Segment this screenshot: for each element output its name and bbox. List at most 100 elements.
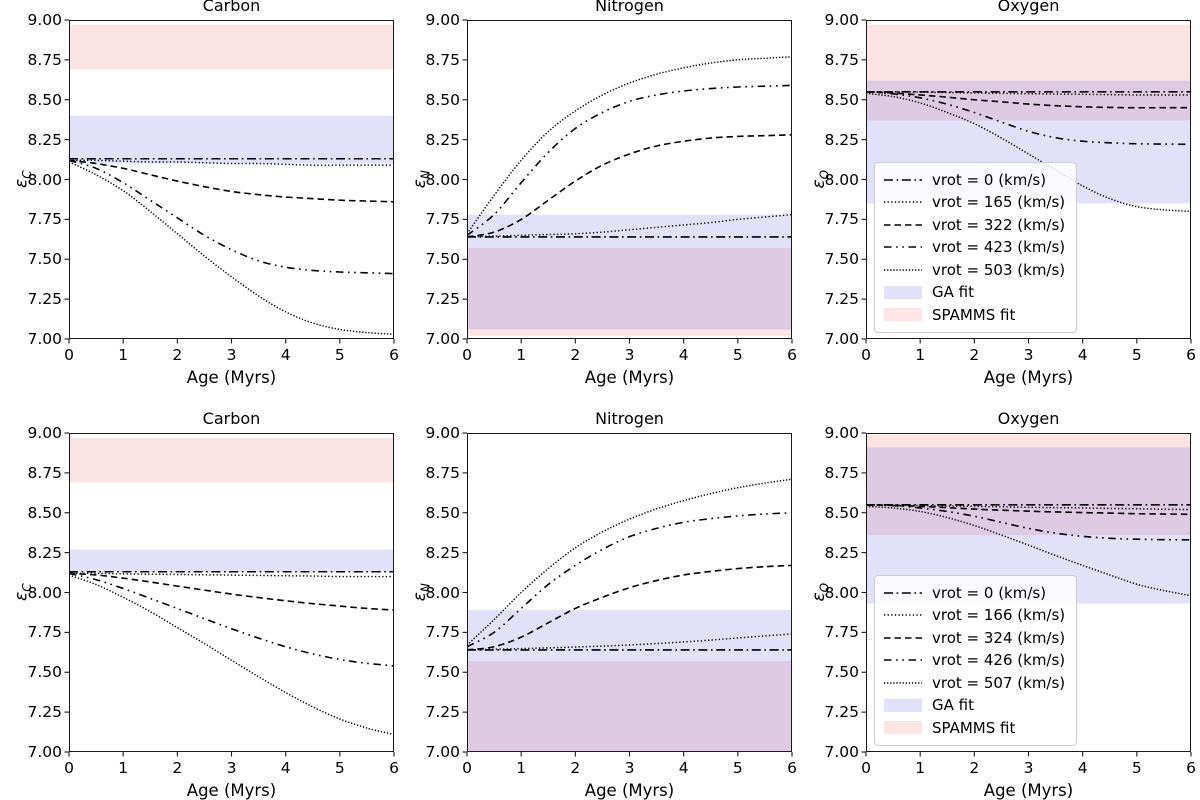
- spamms-fit-patch-swatch: [884, 308, 922, 322]
- x-tick-label: 3: [226, 759, 237, 777]
- legend-line-swatch: [884, 659, 922, 662]
- series-vrot-166-km-s: [467, 633, 792, 651]
- y-tick-label: 9.00: [425, 424, 460, 442]
- axes-frame: [866, 20, 1191, 339]
- y-tick-label: 7.50: [27, 663, 62, 682]
- y-tick-label: 7.00: [824, 743, 859, 761]
- ga-fit-band: [467, 214, 792, 330]
- y-tick-label: 7.50: [824, 663, 859, 682]
- x-tick-label: 2: [570, 346, 581, 364]
- y-axis-label-text: εN: [409, 583, 433, 602]
- x-tick-label: 1: [516, 759, 527, 777]
- series-vrot-507-km-s: [467, 478, 792, 646]
- y-tick-label: 7.50: [27, 250, 62, 269]
- x-tick-label: 0: [861, 346, 871, 364]
- x-axis-label: Age (Myrs): [186, 781, 277, 800]
- ga-fit-patch-swatch: [884, 285, 922, 299]
- x-tick-label: 4: [1077, 759, 1088, 777]
- series-vrot-423-km-s: [69, 159, 394, 275]
- axes-frame: [467, 20, 792, 339]
- subplot-carbon-top: Carbon 9.00 8.75 8.50 8.25 8.00 7.75 7.50 7.25 7.…: [12, 0, 399, 387]
- x-axis-label: Age (Myrs): [983, 781, 1074, 800]
- legend: vrot = 0 (km/s) vrot = 165 (km/s) vrot = 3…: [874, 161, 1078, 333]
- ga-fit-band: [69, 115, 394, 164]
- legend-item: vrot = 0 (km/s): [884, 169, 1065, 192]
- y-tick-label: 7.25: [824, 290, 859, 309]
- y-tick-label: 8.50: [27, 90, 62, 109]
- legend-item: GA fit: [884, 281, 1065, 304]
- y-tick-label: 9.00: [824, 424, 859, 442]
- x-tick-label: 0: [462, 759, 472, 777]
- spamms-fit-band: [467, 248, 792, 336]
- x-tick-label: 5: [334, 346, 345, 364]
- legend-item: GA fit: [884, 694, 1065, 717]
- series-vrot-322-km-s: [866, 90, 1191, 109]
- x-tick-label: 1: [118, 346, 129, 364]
- y-tick-label: 8.75: [425, 50, 460, 69]
- series-vrot-423-km-s: [866, 90, 1191, 146]
- subplot-oxygen-bottom: Oxygen 9.00 8.75 8.50 8.25 8.00 7.75 7.50 7.25 7.…: [809, 409, 1196, 800]
- series-vrot-507-km-s: [866, 505, 1191, 597]
- y-tick-label: 8.75: [824, 463, 859, 482]
- y-tick-label: 8.50: [425, 90, 460, 109]
- legend: vrot = 0 (km/s) vrot = 166 (km/s) vrot = 3…: [874, 574, 1078, 746]
- x-tick-label: 1: [915, 759, 926, 777]
- x-tick-label: 2: [172, 346, 183, 364]
- x-tick-label: 6: [389, 346, 399, 364]
- subplot-oxygen-top: Oxygen 9.00 8.75 8.50 8.25 8.00 7.75 7.50 7.25 7.…: [809, 0, 1196, 387]
- x-tick-label: 2: [570, 759, 581, 777]
- y-tick-label: 7.50: [824, 250, 859, 269]
- plot-canvas: [64, 432, 395, 757]
- y-axis-label: εN: [410, 20, 432, 339]
- y-tick-label: 7.50: [425, 250, 460, 269]
- legend-label: vrot = 0 (km/s): [932, 170, 1047, 189]
- y-tick-label: 7.75: [425, 210, 460, 229]
- y-tick-label: 9.00: [27, 11, 62, 29]
- y-axis-label: εC: [12, 20, 34, 339]
- y-tick-label: 7.50: [425, 663, 460, 682]
- legend-label: GA fit: [932, 283, 974, 302]
- x-tick-label: 1: [118, 759, 129, 777]
- x-axis-label: Age (Myrs): [584, 781, 675, 800]
- series-vrot-426-km-s: [69, 572, 394, 667]
- x-tick-label: 5: [1131, 759, 1142, 777]
- x-tick-label: 3: [226, 346, 237, 364]
- y-tick-label: 7.25: [27, 703, 62, 722]
- x-axis-label: Age (Myrs): [584, 368, 675, 387]
- x-tick-label: 4: [1077, 346, 1088, 364]
- x-tick-label: 1: [915, 346, 926, 364]
- x-tick-label: 5: [732, 759, 743, 777]
- legend-line-swatch: [884, 223, 922, 226]
- y-axis-label-text: εO: [808, 170, 832, 189]
- y-tick-label: 9.00: [425, 11, 460, 29]
- y-tick-label: 8.50: [824, 90, 859, 109]
- y-axis-label: εN: [410, 433, 432, 752]
- plot-title: Carbon: [202, 0, 261, 15]
- plot-canvas: [462, 19, 793, 344]
- legend-label: GA fit: [932, 696, 974, 715]
- x-tick-label: 2: [172, 759, 183, 777]
- y-tick-label: 7.00: [425, 330, 460, 348]
- x-tick-label: 6: [389, 759, 399, 777]
- x-tick-label: 3: [1023, 759, 1034, 777]
- y-tick-label: 7.25: [425, 290, 460, 309]
- x-tick-label: 0: [64, 346, 74, 364]
- legend-line-swatch: [884, 269, 922, 271]
- y-tick-label: 8.75: [27, 50, 62, 69]
- legend-label: vrot = 165 (km/s): [932, 193, 1066, 212]
- x-tick-label: 3: [624, 346, 635, 364]
- y-tick-label: 8.25: [425, 543, 460, 562]
- plot-title: Oxygen: [997, 0, 1060, 15]
- spamms-fit-band: [866, 434, 1191, 536]
- x-tick-label: 1: [516, 346, 527, 364]
- legend-item: vrot = 423 (km/s): [884, 236, 1065, 259]
- legend-label: vrot = 322 (km/s): [932, 215, 1066, 234]
- legend-item: vrot = 507 (km/s): [884, 672, 1065, 695]
- y-tick-label: 7.00: [27, 330, 62, 348]
- legend-item: SPAMMS fit: [884, 304, 1065, 327]
- subplot-nitrogen-bottom: Nitrogen 9.00 8.75 8.50 8.25 8.00 7.75 7.50 7.25…: [410, 409, 797, 800]
- x-tick-label: 5: [334, 759, 345, 777]
- legend-item: vrot = 165 (km/s): [884, 191, 1065, 214]
- plot-title: Carbon: [202, 409, 261, 428]
- y-axis-label: εO: [809, 433, 831, 752]
